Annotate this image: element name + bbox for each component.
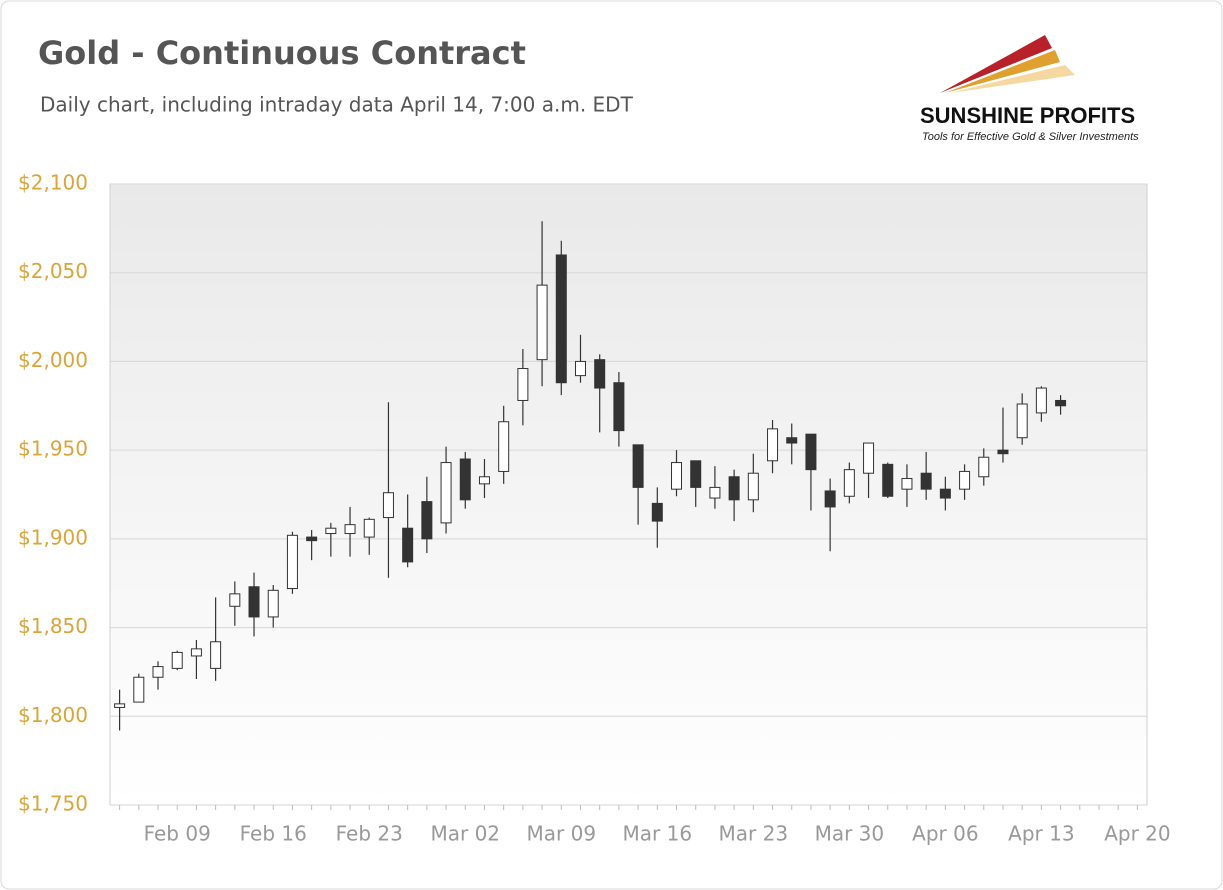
- candle-body: [709, 486, 721, 499]
- candle-body: [325, 527, 337, 535]
- candle-body: [133, 676, 145, 703]
- candle-body: [728, 476, 740, 501]
- y-tick-label: $1,950: [18, 437, 88, 461]
- candle-body: [1055, 399, 1067, 407]
- logo-name: SUNSHINE PROFITS: [920, 103, 1135, 128]
- candle-body: [613, 382, 625, 432]
- chart-subtitle: Daily chart, including intraday data Apr…: [40, 93, 634, 117]
- x-tick-label: Mar 30: [815, 822, 885, 846]
- candle-body: [248, 586, 260, 618]
- x-tick-label: Feb 23: [336, 822, 403, 846]
- x-tick-label: Feb 16: [240, 822, 307, 846]
- candle-body: [824, 490, 836, 508]
- candle-body: [920, 472, 932, 490]
- candle-body: [1035, 387, 1047, 414]
- y-tick-label: $2,000: [18, 348, 88, 372]
- candle-body: [402, 527, 414, 563]
- candle-body: [978, 456, 990, 478]
- candle-body: [517, 368, 529, 401]
- plot-area: [109, 183, 1148, 806]
- candle-body: [459, 458, 471, 501]
- candle-body: [805, 433, 817, 471]
- y-tick-label: $1,800: [18, 703, 88, 727]
- x-tick-label: Mar 16: [623, 822, 693, 846]
- candle-body: [229, 593, 241, 607]
- candle-body: [863, 442, 875, 474]
- candle-body: [210, 641, 222, 669]
- y-tick-label: $1,750: [18, 792, 88, 816]
- candle-body: [767, 428, 779, 462]
- candle-body: [286, 534, 298, 590]
- candle-body: [363, 518, 375, 538]
- candle-body: [574, 360, 586, 377]
- candle-body: [882, 463, 894, 497]
- candle-body: [651, 502, 663, 522]
- candle-body: [478, 476, 490, 485]
- logo-swoosh: [940, 35, 1052, 93]
- candle-body: [190, 648, 202, 657]
- candle-body: [632, 444, 644, 488]
- candle-body: [267, 589, 279, 618]
- x-tick-label: Mar 02: [430, 822, 500, 846]
- candle-body: [747, 472, 759, 501]
- candle-body: [997, 449, 1009, 455]
- candle-body: [498, 421, 510, 472]
- candle-body: [344, 524, 356, 535]
- logo: SUNSHINE PROFITS Tools for Effective Gol…: [920, 35, 1139, 143]
- candle-body: [114, 703, 126, 708]
- y-tick-label: $1,900: [18, 525, 88, 549]
- candle-body: [555, 254, 567, 384]
- x-tick-label: Apr 13: [1008, 822, 1074, 846]
- candle-body: [959, 470, 971, 490]
- candle-body: [594, 359, 606, 389]
- candle-body: [440, 462, 452, 524]
- y-tick-label: $2,100: [18, 171, 88, 195]
- y-tick-label: $2,050: [18, 259, 88, 283]
- logo-swoosh: [945, 50, 1060, 93]
- candle-body: [152, 666, 164, 678]
- candle-body: [306, 536, 318, 542]
- candle-body: [901, 478, 913, 490]
- x-tick-label: Mar 09: [527, 822, 597, 846]
- candle-body: [843, 469, 855, 497]
- candle-body: [786, 437, 798, 444]
- x-tick-label: Feb 09: [144, 822, 211, 846]
- x-tick-label: Mar 23: [719, 822, 789, 846]
- candle-body: [671, 462, 683, 490]
- logo-swoosh: [950, 65, 1075, 93]
- chart-title: Gold - Continuous Contract: [38, 34, 526, 72]
- candle-body: [1016, 403, 1028, 439]
- y-tick-label: $1,850: [18, 614, 88, 638]
- candle-body: [382, 492, 394, 519]
- candle-body: [939, 488, 951, 499]
- candle-body: [171, 651, 183, 669]
- x-tick-label: Apr 06: [912, 822, 978, 846]
- candle-body: [421, 501, 433, 540]
- x-tick-label: Apr 20: [1104, 822, 1170, 846]
- candle-body: [536, 284, 548, 361]
- candle-body: [690, 460, 702, 488]
- logo-tagline: Tools for Effective Gold & Silver Invest…: [922, 131, 1139, 143]
